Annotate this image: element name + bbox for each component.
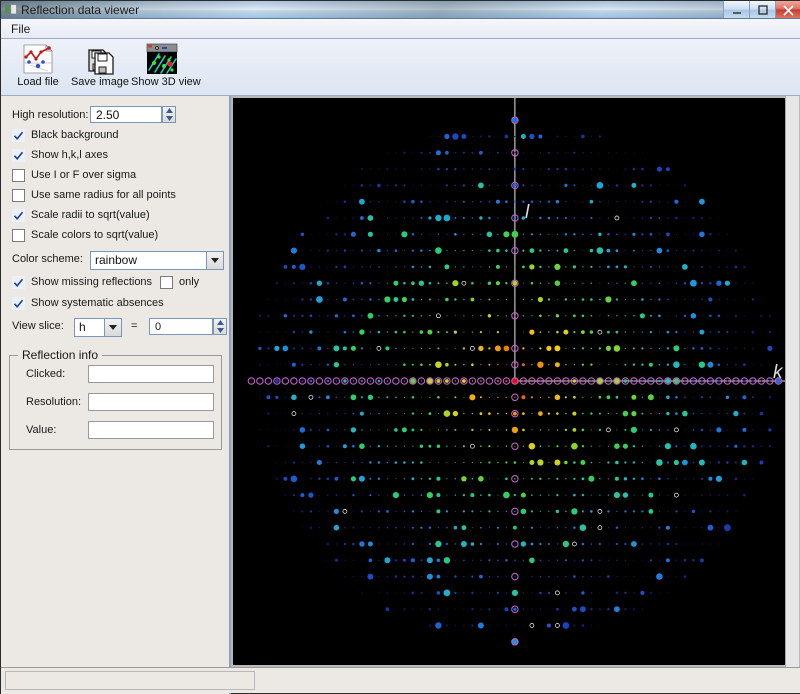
svg-text:l: l	[525, 202, 530, 223]
